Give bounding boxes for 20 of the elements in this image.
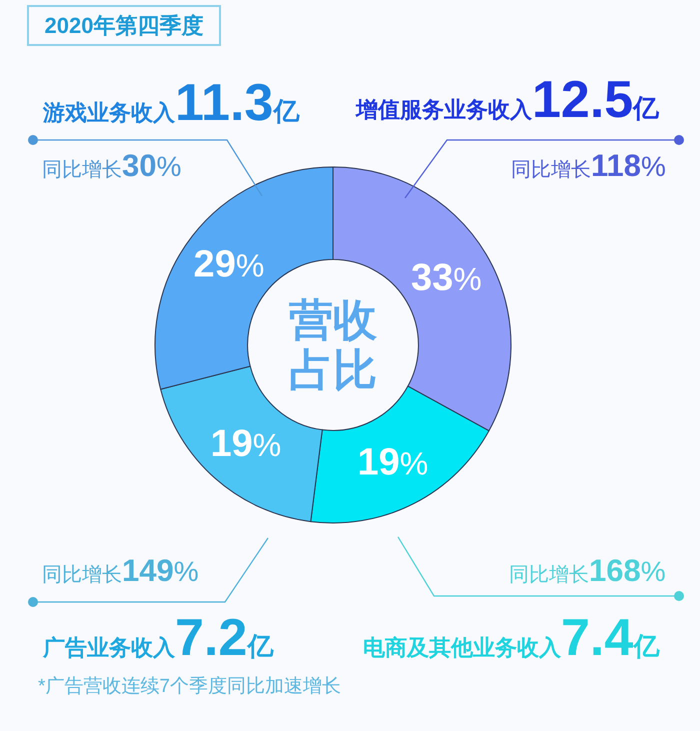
text: 同比增长149% bbox=[42, 553, 199, 588]
text: 同比增长168% bbox=[509, 553, 666, 588]
slice-label: 增值服务业务收入 bbox=[355, 97, 533, 122]
text: 占比 bbox=[289, 346, 377, 395]
data-label: 19% bbox=[210, 422, 282, 465]
slice-label: 游戏业务收入 bbox=[42, 100, 176, 125]
text: 7.4亿 bbox=[561, 609, 660, 667]
text: 11.3亿 bbox=[175, 74, 300, 132]
text: 7.2亿 bbox=[175, 609, 274, 667]
text: 同比增长30% bbox=[42, 148, 182, 183]
slice-label: 广告业务收入 bbox=[42, 635, 176, 660]
data-label: 29% bbox=[194, 243, 264, 286]
chart-title: 2020年第四季度 bbox=[44, 13, 204, 38]
text: *广告营收连续7个季度同比加速增长 bbox=[38, 675, 341, 697]
text: 同比增长118% bbox=[511, 148, 666, 183]
data-label: 19% bbox=[357, 441, 428, 484]
text: 12.5亿 bbox=[532, 71, 660, 129]
text: 营收 bbox=[289, 296, 378, 345]
data-label: 33% bbox=[411, 256, 482, 299]
slice-label: 电商及其他业务收入 bbox=[363, 635, 562, 660]
